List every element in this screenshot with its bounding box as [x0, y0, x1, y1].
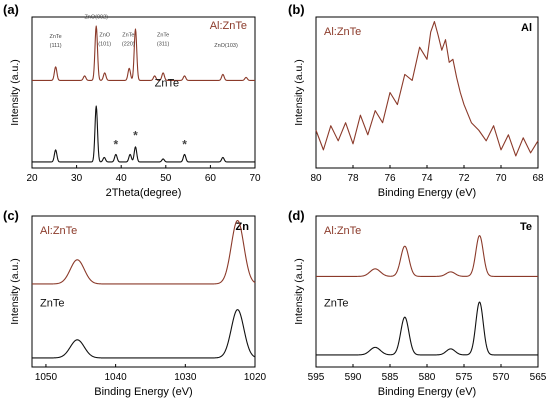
- peak-annotation: (111): [50, 43, 62, 49]
- panel-d: (d) Te Al:ZnTe ZnTe 595 590 585 580 575 570 565 Bin…: [288, 208, 547, 398]
- series-line-alznte: [31, 25, 256, 81]
- peak-annotation: (311): [157, 42, 170, 48]
- series-label-znte: ZnTe: [155, 77, 179, 89]
- plot-frame-c: [31, 215, 256, 368]
- panel-c: (c) Zn Al:ZnTe ZnTe 1050 1040 1030 1020 Binding …: [3, 208, 267, 398]
- x-tick-label: 72: [458, 173, 470, 184]
- x-tick-label: 70: [495, 173, 507, 184]
- panel-b: (b) Al Al:ZnTe 80 78 76 74 72 70 68 Binding Energy…: [288, 2, 544, 199]
- x-tick-label: 30: [71, 173, 83, 184]
- x-tick-label: 70: [249, 173, 261, 184]
- peak-annotation: ZnO(103): [214, 43, 238, 49]
- panel-a: (a) Al:ZnTe ZnTe ZnTe (111) ZnO(002) ZnO (101) Z…: [3, 2, 261, 199]
- peak-annotation: ZnO(002): [84, 15, 108, 21]
- plot-frame-a: [31, 16, 256, 169]
- series-line-alznte: [315, 235, 539, 277]
- x-tick-label: 1020: [244, 372, 267, 383]
- peak-marker: *: [114, 137, 119, 151]
- series-line-alznte: [31, 219, 256, 285]
- x-tick-label: 78: [347, 173, 359, 184]
- series-line-znte: [315, 301, 539, 356]
- series-label-alznte: Al:ZnTe: [40, 225, 77, 237]
- x-tick-label: 50: [160, 173, 172, 184]
- y-axis-label: Intensity (a.u.): [293, 258, 305, 325]
- series-line-znte: [31, 309, 256, 359]
- y-axis-label: Intensity (a.u.): [293, 59, 305, 126]
- x-tick-label: 565: [530, 372, 547, 383]
- x-tick-label: 1050: [35, 372, 58, 383]
- x-tick-label: 575: [456, 372, 473, 383]
- x-tick-label: 585: [382, 372, 399, 383]
- x-tick-label: 1040: [105, 372, 128, 383]
- panel-label: (b): [288, 2, 305, 17]
- series-label-znte: ZnTe: [324, 298, 348, 310]
- series-line-znte: [31, 105, 256, 163]
- element-label: Te: [520, 221, 532, 233]
- x-tick-label: 595: [308, 372, 325, 383]
- x-tick-label: 76: [384, 173, 396, 184]
- x-tick-label: 1030: [174, 372, 197, 383]
- x-tick-label: 60: [205, 173, 217, 184]
- x-tick-label: 20: [26, 173, 38, 184]
- peak-annotation: ZnTe: [50, 34, 62, 40]
- peak-annotation: ZnTe: [157, 33, 169, 39]
- series-line-alznte: [315, 20, 539, 157]
- series-label-alznte: Al:ZnTe: [324, 26, 361, 38]
- x-axis-label: 2Theta(degree): [106, 187, 182, 199]
- x-tick-label: 80: [310, 173, 322, 184]
- series-label-alznte: Al:ZnTe: [210, 20, 247, 32]
- y-axis-label: Intensity (a.u.): [9, 258, 21, 325]
- peak-marker: *: [133, 128, 138, 142]
- x-tick-label: 40: [116, 173, 128, 184]
- plot-frame-d: [315, 215, 539, 368]
- series-label-znte: ZnTe: [40, 298, 64, 310]
- plot-frame-b: [315, 16, 539, 169]
- element-label: Al: [521, 22, 532, 34]
- panel-label: (a): [3, 2, 19, 17]
- peak-annotation: ZnTe: [122, 33, 134, 39]
- x-axis-label: Binding Energy (eV): [378, 187, 476, 199]
- x-tick-label: 74: [421, 173, 433, 184]
- panel-label: (d): [288, 208, 305, 223]
- x-tick-label: 570: [493, 372, 510, 383]
- peak-annotation: (101): [98, 42, 111, 48]
- series-label-alznte: Al:ZnTe: [324, 225, 361, 237]
- element-label: Zn: [236, 221, 250, 233]
- x-tick-label: 590: [345, 372, 362, 383]
- peak-marker: *: [182, 137, 187, 151]
- panel-label: (c): [3, 208, 19, 223]
- peak-annotation: (220): [122, 42, 135, 48]
- x-tick-label: 68: [532, 173, 544, 184]
- y-axis-label: Intensity (a.u.): [9, 59, 21, 126]
- x-axis-label: Binding Energy (eV): [378, 386, 476, 398]
- x-axis-label: Binding Energy (eV): [94, 386, 192, 398]
- peak-annotation: ZnO: [99, 33, 110, 39]
- x-tick-label: 580: [419, 372, 436, 383]
